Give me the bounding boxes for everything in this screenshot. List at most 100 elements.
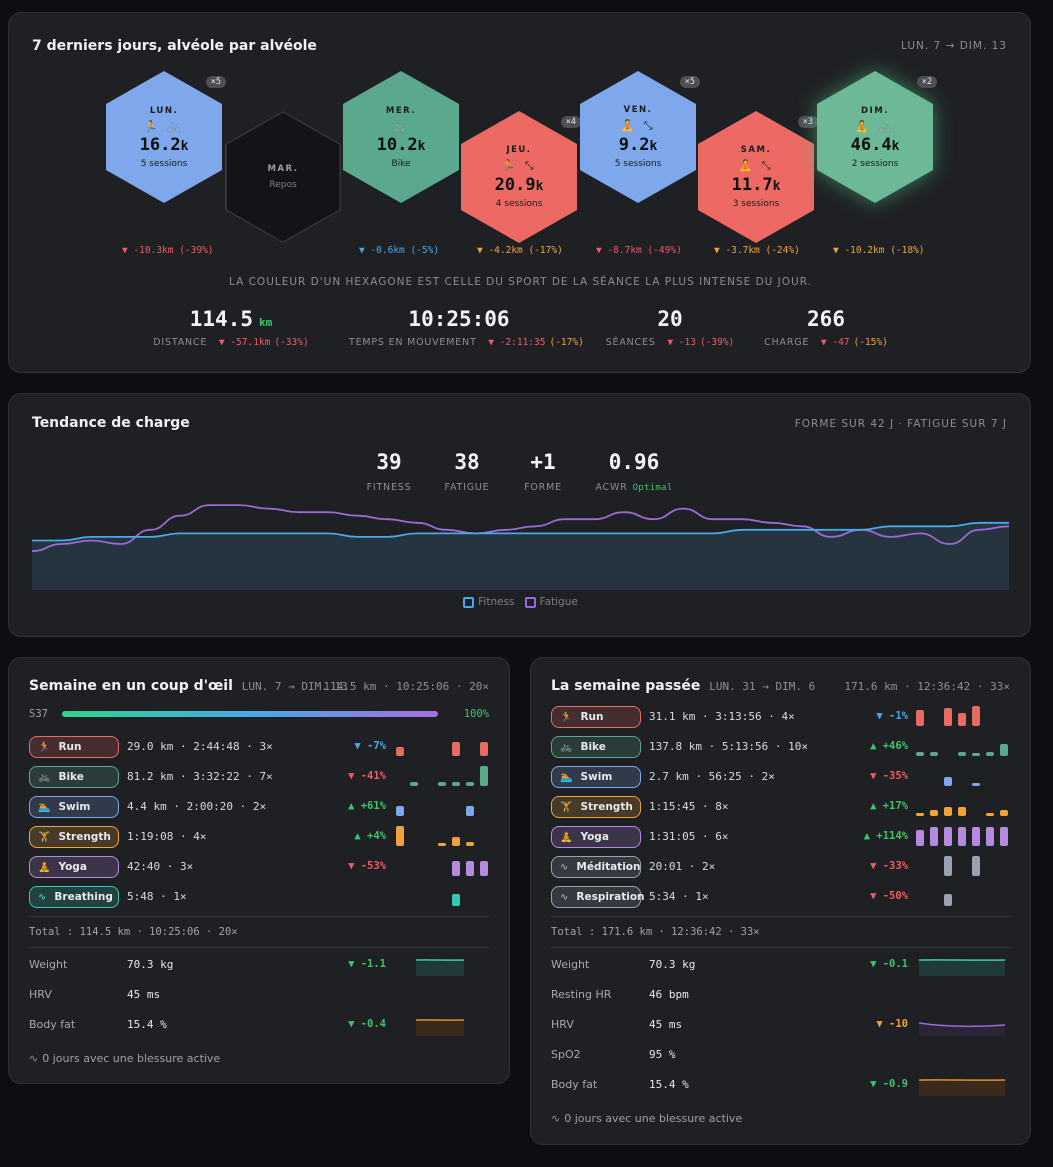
injury-note: ∿ 0 jours avec une blessure active (29, 1052, 220, 1065)
sport-pill[interactable]: ∿ Méditation (551, 856, 641, 878)
week-number: S37 (29, 708, 48, 720)
sport-pill[interactable]: 🏊 Swim (29, 796, 119, 818)
sport-row-strength[interactable]: 🏋 Strength 1:15:45 · 8× ▲ +17% (551, 796, 1011, 818)
sport-pill[interactable]: 🧘 Yoga (551, 826, 641, 848)
hex-shape: LUN. 🏃 🚲 16.2k 5 sessions (106, 71, 222, 203)
sport-pill[interactable]: 🧘 Yoga (29, 856, 119, 878)
hex-day-3[interactable]: JEU. 🏃 ⤡ 20.9k 4 sessions ×4 (461, 111, 581, 243)
day-bar (944, 827, 952, 846)
metric-sparkline (416, 959, 464, 976)
hex-day-2[interactable]: MER. 🚲 10.2k Bike (343, 71, 459, 203)
kpi-value: 0.96 (608, 450, 660, 474)
hex-distance-value: 9.2 (618, 135, 650, 155)
legend-fitness[interactable]: Fitness (463, 596, 515, 608)
sport-stats: 1:19:08 · 4× (127, 830, 207, 843)
sport-pill[interactable]: 🏊 Swim (551, 766, 641, 788)
metric-delta: ▼ -1.1 (348, 958, 386, 970)
sport-pill[interactable]: 🚲 Bike (29, 766, 119, 788)
hex-day-6[interactable]: DIM. 🧘 🚲 46.4k 2 sessions ×2 (817, 71, 937, 203)
sport-row-méditation[interactable]: ∿ Méditation 20:01 · 2× ▼ -33% (551, 856, 1011, 878)
sport-stats: 5:34 · 1× (649, 890, 709, 903)
sport-row-respiration[interactable]: ∿ Respiration 5:34 · 1× ▼ -50% (551, 886, 1011, 908)
sport-pill[interactable]: ∿ Respiration (551, 886, 645, 908)
stat-label: SÉANCES ▼ -13 (-39%) (560, 337, 780, 348)
run-icon: 🏃 (38, 741, 51, 753)
sport-row-yoga[interactable]: 🧘 Yoga 42:40 · 3× ▼ -53% (29, 856, 489, 878)
metric-name: Weight (29, 958, 68, 971)
sport-stats: 81.2 km · 3:32:22 · 7× (127, 770, 273, 783)
sport-row-swim[interactable]: 🏊 Swim 2.7 km · 56:25 · 2× ▼ -35% (551, 766, 1011, 788)
previous-week-range: LUN. 31 → DIM. 6 (709, 680, 816, 693)
hex-day-label: JEU. (506, 145, 532, 155)
sport-name: Run (58, 741, 82, 753)
stat-delta: ▼ -57.1km (213, 337, 271, 348)
sport-row-run[interactable]: 🏃 Run 29.0 km · 2:44:48 · 3× ▼ -7% (29, 736, 489, 758)
stat-delta: ▼ -2:11:35 (482, 337, 546, 348)
sport-icons: 🧘 ⤡ (620, 119, 656, 132)
hex-day-1[interactable]: MAR. Repos (225, 111, 341, 243)
sport-pill[interactable]: 🏋 Strength (551, 796, 641, 818)
divider (29, 947, 489, 948)
sport-daily-bars (916, 796, 1008, 818)
hex-day-5[interactable]: SAM. 🧘 ⤡ 11.7k 3 sessions ×3 (698, 111, 818, 243)
day-bar (972, 856, 980, 876)
hex-day-label: MER. (385, 105, 417, 116)
trend-legend: Fitness Fatigue (9, 596, 1032, 608)
sport-pill[interactable]: 🏃 Run (551, 706, 641, 728)
sport-row-swim[interactable]: 🏊 Swim 4.4 km · 2:00:20 · 2× ▲ +61% (29, 796, 489, 818)
sport-pill[interactable]: 🏋 Strength (29, 826, 119, 848)
stat-delta-pct: (-15%) (853, 337, 888, 348)
sport-daily-bars (396, 796, 488, 818)
week-progress-track (62, 711, 438, 717)
divider (29, 916, 489, 917)
stat-delta: ▼ -47 (815, 337, 850, 348)
hex-delta: ▼ -0.6km (-5%) (359, 245, 440, 256)
sport-row-yoga[interactable]: 🧘 Yoga 1:31:05 · 6× ▲ +114% (551, 826, 1011, 848)
hex-day-4[interactable]: VEN. 🧘 ⤡ 9.2k 5 sessions ×5 (580, 71, 700, 203)
current-week-card: Semaine en un coup d'œil LUN. 7 → DIM. 1… (8, 657, 510, 1084)
day-bar (396, 826, 404, 846)
sport-pill[interactable]: 🚲 Bike (551, 736, 641, 758)
sport-row-bike[interactable]: 🚲 Bike 137.8 km · 5:13:56 · 10× ▲ +46% (551, 736, 1011, 758)
hex-distance-value: 10.2 (376, 134, 418, 155)
hex-distance-value: 11.7 (731, 175, 773, 195)
sport-pill[interactable]: 🏃 Run (29, 736, 119, 758)
metric-value: 15.4 % (649, 1078, 689, 1091)
current-week-summary: 114.5 km · 10:25:06 · 20× (323, 680, 489, 693)
sport-name: Run (580, 711, 604, 723)
day-bar (438, 843, 446, 846)
hex-distance-unit: k (180, 138, 189, 154)
day-bar (452, 837, 460, 846)
sport-icons: 🧘 🚲 (855, 119, 895, 133)
stat-label: DISTANCE ▼ -57.1km (-33%) (121, 337, 341, 348)
sport-row-bike[interactable]: 🚲 Bike 81.2 km · 3:32:22 · 7× ▼ -41% (29, 766, 489, 788)
sport-delta: ▼ -7% (354, 740, 386, 752)
legend-fatigue[interactable]: Fatigue (524, 596, 578, 608)
metric-name: HRV (551, 1018, 574, 1031)
day-bar (1000, 827, 1008, 846)
day-bar (944, 807, 952, 816)
stat-value: 114.5 km (121, 307, 341, 331)
fitness-area (32, 522, 1009, 590)
stat-3: 266 CHARGE ▼ -47 (-15%) (716, 307, 936, 348)
sport-row-run[interactable]: 🏃 Run 31.1 km · 3:13:56 · 4× ▼ -1% (551, 706, 1011, 728)
day-bar (958, 807, 966, 816)
session-count-badge: ×4 (560, 116, 581, 128)
sport-row-breathing[interactable]: ∿ Breathing 5:48 · 1× (29, 886, 489, 908)
sport-name: Méditation (576, 861, 641, 873)
hex-day-0[interactable]: LUN. 🏃 🚲 16.2k 5 sessions ×5 (106, 71, 226, 203)
sport-icons: 🧘 ⤡ (738, 159, 774, 172)
sport-stats: 5:48 · 1× (127, 890, 187, 903)
previous-week-summary: 171.6 km · 12:36:42 · 33× (844, 680, 1010, 693)
hex-sub: 5 sessions (140, 158, 188, 169)
kpi-acwr: 0.96 ACWR Optimal (574, 450, 694, 493)
metric-weight: Weight 70.3 kg ▼ -1.1 (29, 958, 489, 980)
sport-pill[interactable]: ∿ Breathing (29, 886, 119, 908)
sport-row-strength[interactable]: 🏋 Strength 1:19:08 · 4× ▲ +4% (29, 826, 489, 848)
day-bar (480, 742, 488, 756)
day-bar (958, 827, 966, 846)
current-week-total: Total : 114.5 km · 10:25:06 · 20× (29, 926, 238, 938)
sport-delta: ▼ -33% (870, 860, 908, 872)
hex-distance: 46.4k (851, 135, 900, 155)
sport-name: Bike (58, 771, 84, 783)
